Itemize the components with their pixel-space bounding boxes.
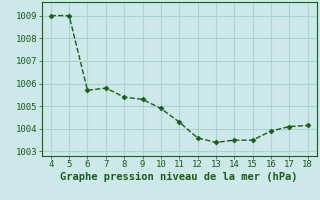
X-axis label: Graphe pression niveau de la mer (hPa): Graphe pression niveau de la mer (hPa) bbox=[60, 172, 298, 182]
